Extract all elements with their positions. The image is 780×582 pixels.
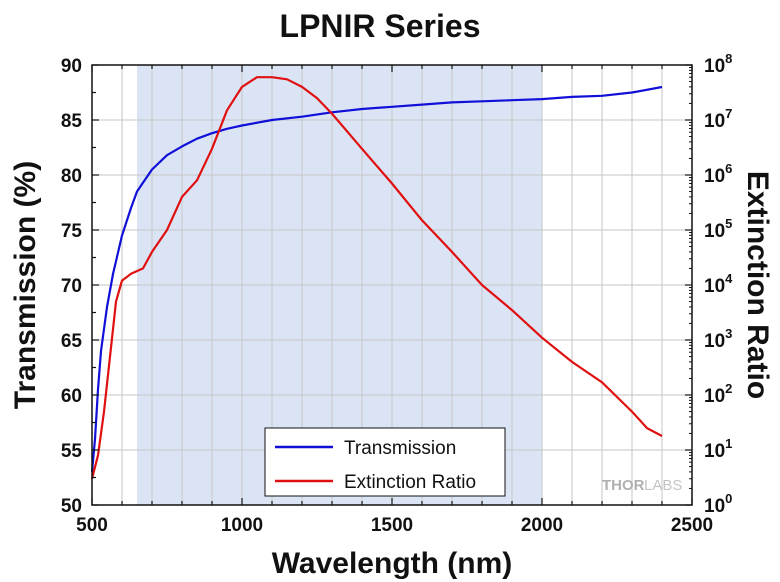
legend-label-transmission: Transmission [344, 438, 456, 459]
y-tick-label: 80 [61, 166, 82, 187]
y2-tick-label: 103 [704, 326, 732, 352]
y2-axis-title: Extinction Ratio [741, 171, 774, 399]
y2-tick-label: 107 [704, 106, 732, 132]
watermark-labs: LABS [644, 477, 682, 494]
legend-label-extinction-ratio: Extinction Ratio [344, 472, 476, 493]
y2-tick-label: 100 [704, 491, 732, 517]
y-axis-title: Transmission (%) [9, 161, 42, 409]
legend: Transmission Extinction Ratio [264, 427, 506, 497]
y2-tick-label: 108 [704, 51, 732, 77]
watermark-thor: THOR [602, 477, 645, 494]
y2-tick-label: 106 [704, 161, 732, 187]
y-tick-label: 70 [61, 276, 82, 297]
y2-tick-label: 102 [704, 381, 732, 407]
x-tick-label: 2000 [521, 515, 563, 536]
y-tick-label: 90 [61, 56, 82, 77]
y2-tick-label: 104 [704, 271, 733, 297]
x-tick-label: 1000 [221, 515, 263, 536]
y-tick-label: 50 [61, 496, 82, 517]
x-axis-title: Wavelength (nm) [272, 547, 513, 580]
chart-title: LPNIR Series [280, 8, 481, 44]
legend-box [264, 427, 506, 497]
x-tick-label: 2500 [671, 515, 713, 536]
y-tick-label: 55 [61, 441, 83, 462]
x-tick-label: 1500 [371, 515, 413, 536]
y-tick-label: 65 [61, 331, 83, 352]
y-tick-label: 85 [61, 111, 83, 132]
thorlabs-watermark: THOR LABS [602, 477, 682, 494]
y2-tick-label: 101 [704, 436, 732, 462]
extinction-ratio-line [90, 76, 663, 480]
y-tick-label: 75 [61, 221, 83, 242]
y2-tick-label: 105 [704, 216, 732, 242]
transmission-line [90, 85, 663, 473]
y-tick-label: 60 [61, 386, 82, 407]
x-tick-label: 500 [76, 515, 108, 536]
